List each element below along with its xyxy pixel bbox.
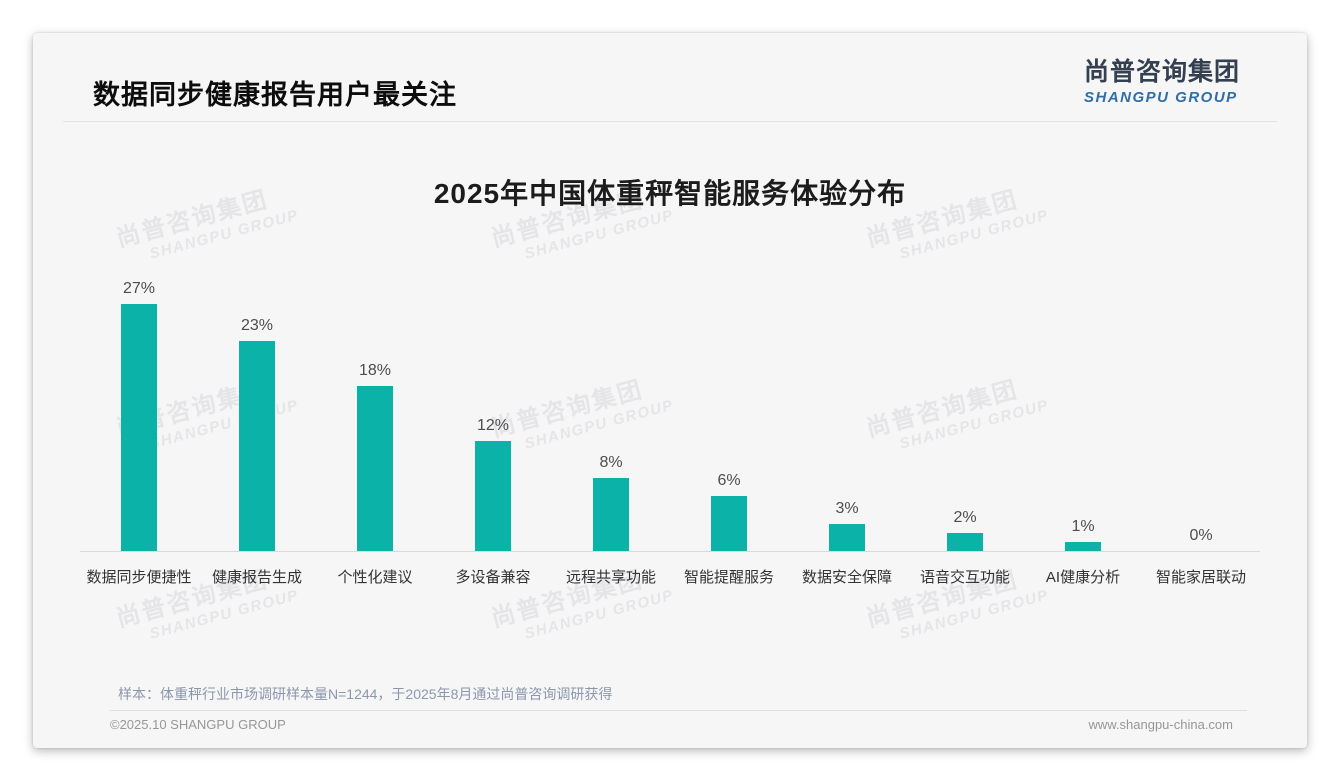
bar: [947, 533, 983, 551]
bar-column: 27%: [80, 280, 198, 551]
logo-chinese-text: 尚普咨询集团: [1083, 58, 1240, 86]
sample-note: 样本：体重秤行业市场调研样本量N=1244，于2025年8月通过尚普咨询调研获得: [118, 686, 613, 702]
watermark-line2: SHANGPU GROUP: [522, 586, 676, 643]
bar: [711, 496, 747, 551]
bar-value-label: 12%: [476, 417, 510, 434]
bar-value-label: 27%: [122, 280, 156, 297]
bar: [121, 304, 157, 551]
bar: [357, 386, 393, 551]
bar: [1065, 542, 1101, 551]
x-axis-label: 远程共享功能: [565, 569, 656, 586]
slide-footer: ©2025.10 SHANGPU GROUP www.shangpu-china…: [110, 717, 1233, 732]
bar: [239, 341, 275, 551]
bar-column: 23%: [198, 317, 316, 551]
bar-value-label: 6%: [717, 472, 741, 489]
bar-value-label: 18%: [358, 362, 392, 379]
copyright-text: ©2025.10 SHANGPU GROUP: [110, 717, 286, 732]
x-axis-label: 语音交互功能: [919, 569, 1010, 586]
bar-value-label: 23%: [240, 317, 274, 334]
bar-column: 0%: [1142, 527, 1260, 551]
bar: [593, 478, 629, 551]
bar-column: 18%: [316, 362, 434, 551]
bar-value-label: 3%: [835, 500, 859, 517]
bar-column: 12%: [434, 417, 552, 551]
bar-value-label: 8%: [599, 454, 623, 471]
website-url: www.shangpu-china.com: [1088, 717, 1233, 732]
page-title: 数据同步健康报告用户最关注: [93, 80, 457, 110]
x-axis-label: 数据安全保障: [801, 569, 892, 586]
x-axis-labels: 数据同步便捷性 健康报告生成 个性化建议 多设备兼容 远程共享功能 智能提醒服务 数据安全保…: [80, 552, 1260, 587]
bar-column: 1%: [1024, 518, 1142, 551]
x-axis-label: 智能家居联动: [1155, 569, 1246, 586]
bar-value-label: 2%: [953, 509, 977, 526]
bar-value-label: 0%: [1189, 527, 1213, 544]
x-axis-label: AI健康分析: [1045, 569, 1121, 586]
logo-english-text: SHANGPU GROUP: [1083, 89, 1238, 106]
bar-value-label: 1%: [1071, 518, 1095, 535]
watermark-line2: SHANGPU GROUP: [147, 586, 301, 643]
x-axis-label: 数据同步便捷性: [86, 569, 192, 586]
footer-divider: [110, 710, 1247, 711]
x-axis-label: 健康报告生成: [211, 569, 302, 586]
watermark-line2: SHANGPU GROUP: [897, 206, 1051, 263]
bar-chart: 27% 23% 18% 12% 8% 6% 3% 2% 1% 0% 数据同步便捷性 健康报告生成 个性…: [80, 267, 1260, 587]
header-divider: [63, 121, 1277, 122]
slide-card: 尚普咨询集团 SHANGPU GROUP 尚普咨询集团 SHANGPU GROUP 尚普…: [33, 33, 1307, 748]
x-axis-label: 个性化建议: [337, 569, 413, 586]
watermark-line2: SHANGPU GROUP: [147, 206, 301, 263]
bar: [475, 441, 511, 551]
bar-column: 6%: [670, 472, 788, 551]
bar: [829, 524, 865, 551]
company-logo: 尚普咨询集团 SHANGPU GROUP: [1084, 52, 1240, 106]
bar-column: 3%: [788, 500, 906, 551]
bar-column: 8%: [552, 454, 670, 551]
watermark-line2: SHANGPU GROUP: [897, 586, 1051, 643]
bars-container: 27% 23% 18% 12% 8% 6% 3% 2% 1% 0%: [80, 267, 1260, 552]
x-axis-label: 多设备兼容: [455, 569, 531, 586]
x-axis-label: 智能提醒服务: [683, 569, 774, 586]
bar-column: 2%: [906, 509, 1024, 551]
chart-title: 2025年中国体重秤智能服务体验分布: [433, 178, 907, 209]
watermark-line2: SHANGPU GROUP: [522, 206, 676, 263]
